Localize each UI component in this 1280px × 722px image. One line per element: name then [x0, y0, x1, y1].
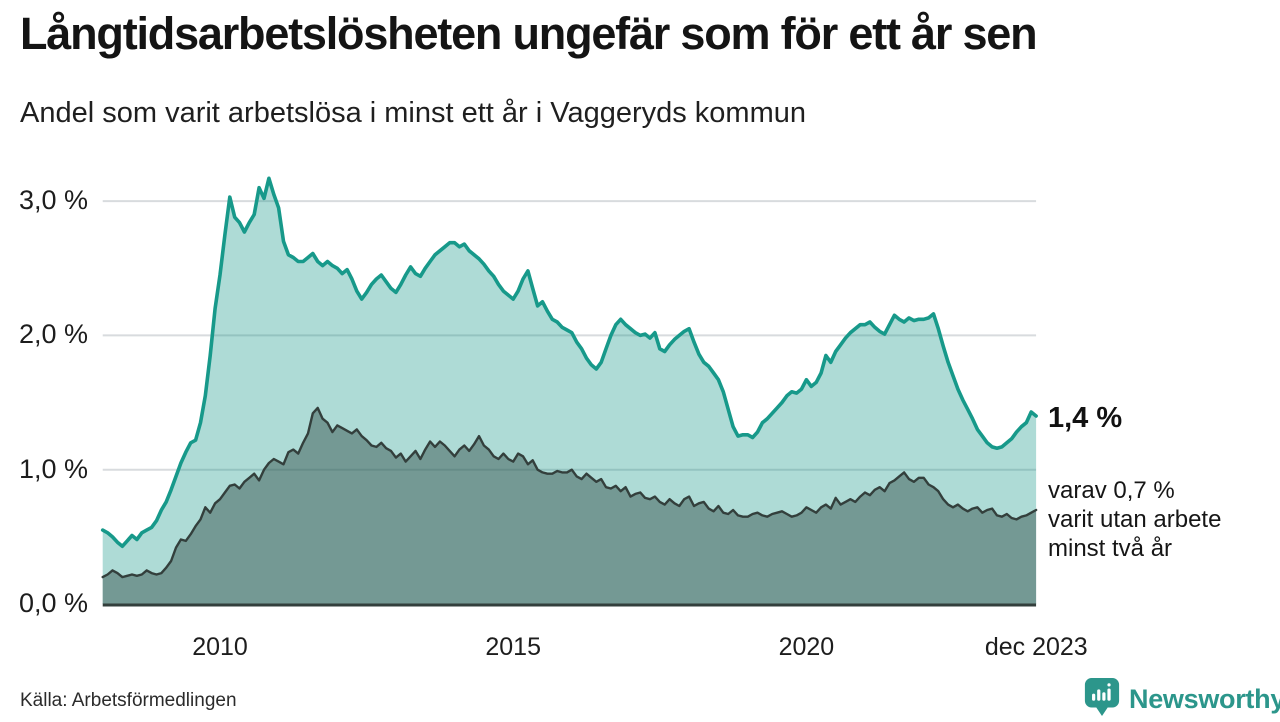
latest-value-label: 1,4 % [1048, 402, 1123, 434]
page-subtitle: Andel som varit arbetslösa i minst ett å… [20, 97, 807, 129]
x-tick-label: 2010 [192, 633, 248, 661]
y-tick-label: 0,0 % [18, 588, 88, 618]
note-line-2: varit utan arbete [1048, 506, 1222, 533]
y-tick-label: 1,0 % [18, 453, 88, 484]
page-title: Långtidsarbetslösheten ungefär som för e… [20, 8, 1038, 59]
area-minst-tva-ar [102, 407, 1037, 604]
area-minst-ett-ar [102, 178, 1037, 605]
newsworthy-wordmark: Newsworthy [1129, 683, 1280, 714]
x-tick-label: dec 2023 [984, 633, 1088, 661]
source-credit: Källa: Arbetsförmedlingen [20, 690, 237, 711]
newsworthy-bars-icon [1083, 677, 1121, 722]
x-tick-label: 2020 [778, 633, 835, 661]
y-tick-label: 2,0 % [18, 319, 88, 350]
newsworthy-logo: Newsworthy [1083, 677, 1280, 722]
line-minst-tva-ar [101, 406, 1038, 579]
y-tick-label: 3,0 % [18, 185, 88, 216]
latest-value-note: varav 0,7 % varit utan arbete minst två … [1048, 476, 1221, 563]
note-line-3: minst två år [1048, 535, 1173, 562]
x-tick-label: 2015 [485, 633, 541, 661]
note-line-1: varav 0,7 % [1048, 477, 1175, 504]
line-minst-ett-ar [100, 176, 1038, 549]
